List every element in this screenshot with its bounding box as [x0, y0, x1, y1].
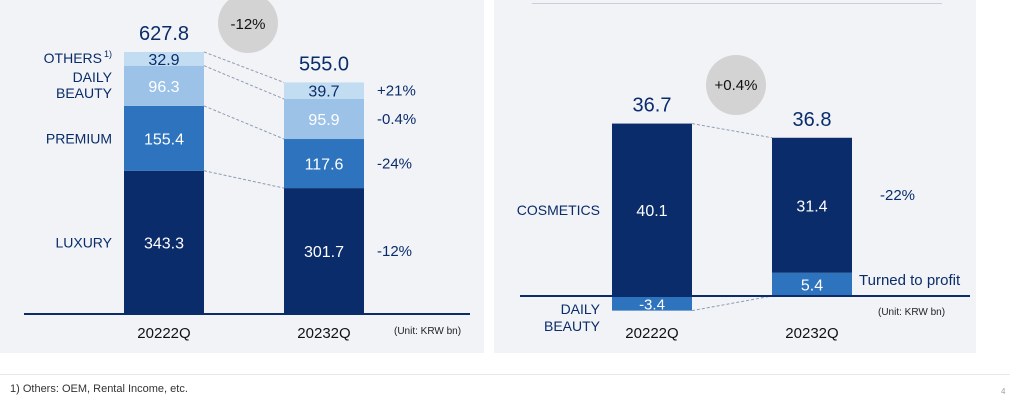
value-label-premium-2023-2q: 117.6 [305, 157, 344, 174]
series-label-luxury: LUXURY [55, 234, 112, 250]
page-number: 4 [1001, 387, 1006, 396]
connector-line [203, 105, 285, 140]
series-label-others: OTHERS [44, 50, 102, 66]
bar-others-2023-2q [284, 82, 364, 99]
value-label-luxury-2023-2q: 301.7 [304, 244, 344, 261]
value-label-daily-beauty-2023-2q: 95.9 [308, 112, 339, 129]
change-label-luxury: -12% [377, 243, 412, 260]
revenue-stacked-bar-chart: 343.3 155.4 96.3 32.9 627.8 20222Q 301.7 117.6 9… [24, 0, 470, 342]
connector-line [691, 123, 773, 139]
bar-daily-beauty-2022-2q [612, 296, 692, 311]
connector-line [203, 51, 285, 83]
change-label-premium: -24% [377, 156, 412, 173]
connector-line [691, 295, 773, 312]
value-label-premium-2022-2q: 155.4 [144, 131, 184, 148]
total-label-2023-2q: 36.8 [793, 109, 832, 131]
x-tick-2023-2q: 20232Q [297, 325, 350, 342]
total-change-badge [706, 55, 766, 115]
value-label-daily-beauty-2023-2q: 5.4 [801, 277, 823, 294]
value-label-luxury-2022-2q: 343.3 [144, 235, 184, 252]
value-label-others-2022-2q: 32.9 [148, 52, 179, 69]
value-label-daily-beauty-2022-2q: 96.3 [148, 79, 179, 96]
bar-cosmetics-2023-2q [772, 137, 852, 273]
change-label-others: +21% [377, 83, 416, 100]
value-label-cosmetics-2023-2q: 31.4 [796, 198, 827, 215]
left-chart-panel [0, 0, 484, 353]
bar-premium-2023-2q [284, 139, 364, 189]
total-label-2022-2q: 36.7 [633, 95, 672, 117]
series-label-beauty: BEAUTY [544, 318, 601, 334]
series-label-cosmetics: COSMETICS [517, 202, 600, 218]
total-change-label: +0.4% [715, 77, 758, 94]
bar-daily-beauty-2023-2q [284, 98, 364, 140]
x-tick-2023-2q: 20232Q [785, 325, 838, 342]
right-panel-top-rule [532, 3, 942, 4]
bar-daily-beauty-2022-2q [124, 65, 204, 106]
unit-label: (Unit: KRW bn) [878, 307, 945, 318]
value-label-daily-beauty-2022-2q: -3.4 [639, 296, 665, 313]
series-label-premium: PREMIUM [46, 130, 112, 146]
connector-line [203, 170, 285, 189]
series-label-daily: DAILY [561, 301, 601, 317]
connector-line [203, 65, 285, 100]
unit-label: (Unit: KRW bn) [394, 326, 461, 337]
change-label-daily-beauty: Turned to profit [859, 272, 961, 289]
footer-divider [0, 374, 1010, 375]
bar-luxury-2022-2q [124, 170, 204, 314]
series-label-daily: DAILY [73, 69, 113, 85]
others-footnote-mark: 1) [104, 49, 112, 59]
bar-premium-2022-2q [124, 105, 204, 171]
bar-luxury-2023-2q [284, 188, 364, 314]
bar-daily-beauty-2023-2q [772, 272, 852, 296]
total-change-label: -12% [230, 16, 265, 33]
bar-others-2022-2q [124, 51, 204, 66]
total-change-badge [218, 0, 278, 53]
footnote: 1) Others: OEM, Rental Income, etc. [10, 383, 188, 395]
change-label-daily-beauty: -0.4% [377, 111, 416, 128]
bar-cosmetics-2022-2q [612, 123, 692, 296]
total-label-2023-2q: 555.0 [299, 53, 349, 75]
series-label-beauty: BEAUTY [56, 85, 113, 101]
x-tick-2022-2q: 20222Q [137, 325, 190, 342]
x-tick-2022-2q: 20222Q [625, 325, 678, 342]
value-label-cosmetics-2022-2q: 40.1 [636, 203, 667, 220]
total-label-2022-2q: 627.8 [139, 23, 189, 45]
value-label-others-2023-2q: 39.7 [308, 84, 339, 101]
operating-profit-stacked-bar-chart: -3.4 40.1 36.7 20222Q 5.4 31.4 36.8 20232Q COSME… [517, 55, 970, 342]
change-label-cosmetics: -22% [880, 187, 915, 204]
